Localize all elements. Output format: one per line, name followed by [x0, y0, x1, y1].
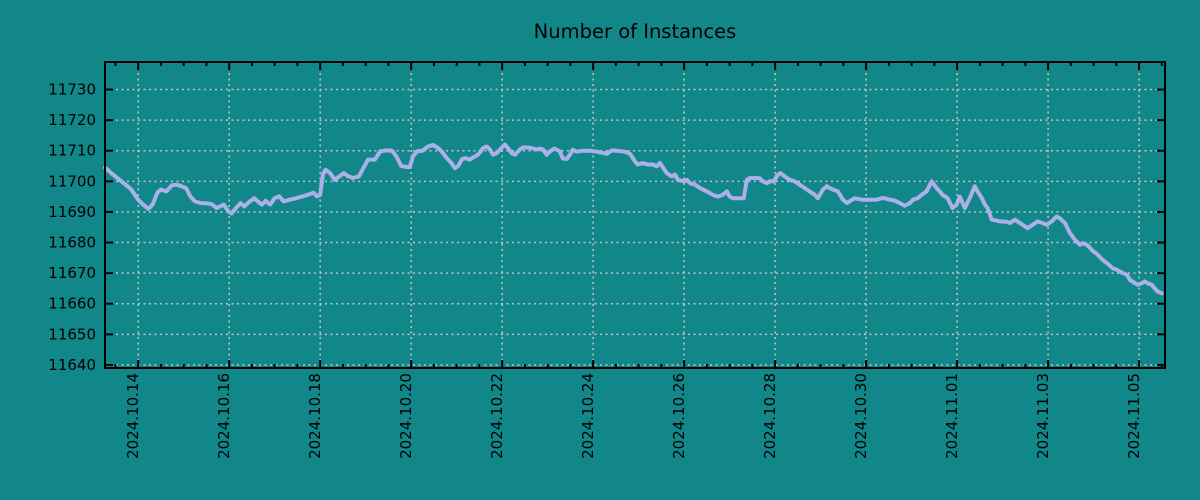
y-tick-label: 11650	[48, 325, 96, 343]
x-tick-label: 2024.10.16	[215, 373, 233, 459]
x-tick-label: 2024.10.18	[306, 373, 324, 459]
x-tick-label: 2024.10.20	[397, 373, 415, 459]
grid-layer	[105, 62, 1165, 368]
y-tick-label: 11710	[48, 142, 96, 160]
axis-layer	[104, 61, 1166, 369]
x-tick-label: 2024.11.03	[1034, 373, 1052, 459]
x-tick-label: 2024.10.30	[852, 373, 870, 459]
x-tick-label: 2024.11.01	[943, 373, 961, 459]
x-tick-label: 2024.10.24	[579, 373, 597, 459]
y-tick-label: 11680	[48, 234, 96, 252]
y-tick-label: 11690	[48, 203, 96, 221]
plot-border	[104, 61, 1166, 369]
chart-title: Number of Instances	[534, 20, 737, 43]
x-tick-label: 2024.10.28	[761, 373, 779, 459]
series-layer	[103, 142, 1164, 296]
data-line	[103, 142, 1164, 296]
y-tick-label: 11660	[48, 295, 96, 313]
y-tick-label: 11640	[48, 356, 96, 374]
y-tick-label: 11670	[48, 264, 96, 282]
y-tick-label: 11700	[48, 172, 96, 190]
x-tick-labels: 2024.10.14 2024.10.16 2024.10.18 2024.10.20…	[124, 373, 1143, 459]
x-tick-label: 2024.10.22	[488, 373, 506, 459]
x-tick-label: 2024.11.05	[1125, 373, 1143, 459]
y-tick-label: 11730	[48, 81, 96, 99]
x-tick-label: 2024.10.26	[670, 373, 688, 459]
x-tick-label: 2024.10.14	[124, 373, 142, 459]
y-tick-labels: 11640 11650 11660 11670 11680 11690 11700 11710…	[48, 81, 96, 374]
y-tick-label: 11720	[48, 111, 96, 129]
